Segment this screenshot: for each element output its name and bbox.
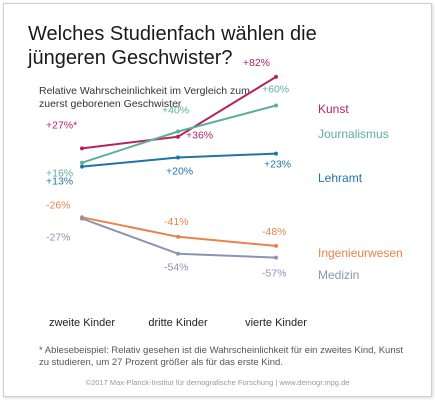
data-point-lehramt-2 [176,155,180,160]
data-point-lehramt-1 [80,164,84,169]
data-label-kunst-1: +27%* [46,119,77,131]
data-point-ingenieurwesen-3 [274,243,278,248]
series-name-medizin: Medizin [318,268,359,282]
data-point-kunst-1 [80,146,84,151]
data-point-journalismus-2 [176,129,180,134]
data-label-journalismus-3: +60% [262,84,289,96]
chart-subtitle: Relative Wahrscheinlichkeit im Vergleich… [39,85,250,110]
data-label-medizin-3: -57% [262,268,287,280]
data-label-medizin-2: -54% [164,262,189,274]
data-point-journalismus-1 [80,160,84,165]
data-label-kunst-2: +36% [186,130,213,142]
chart-title: Welches Studienfach wählen die jüngeren … [28,23,317,69]
x-tick-label-2: dritte Kinder [148,317,208,329]
data-label-journalismus-1: +16% [46,168,73,180]
data-point-kunst-2 [176,134,180,139]
data-point-lehramt-3 [274,151,278,156]
footnote: * Ablesebeispiel: Relativ gesehen ist di… [39,345,404,368]
series-name-kunst: Kunst [318,102,349,116]
data-label-medizin-1: -27% [46,232,71,244]
data-label-ingenieurwesen-2: -41% [164,216,189,228]
copyright: ©2017 Max-Planck-Institut für demografis… [85,378,350,387]
data-label-journalismus-2: +40% [162,105,189,117]
data-point-medizin-3 [274,255,278,260]
chart-frame [3,3,432,397]
data-label-lehramt-3: +23% [264,159,291,171]
data-point-ingenieurwesen-2 [176,234,180,239]
series-name-lehramt: Lehramt [318,171,363,185]
data-label-kunst-3: +82% [243,57,270,69]
data-point-kunst-3 [274,74,278,79]
data-point-medizin-2 [176,251,180,256]
series-name-ingenieurwesen: Ingenieurwesen [318,246,403,260]
x-tick-label-3: vierte Kinder [245,317,307,329]
data-label-lehramt-2: +20% [166,166,193,178]
data-point-medizin-1 [80,216,84,221]
data-label-ingenieurwesen-3: -48% [262,226,287,238]
x-tick-label-1: zweite Kinder [49,317,115,329]
data-label-lehramt-1: +13% [46,176,73,188]
data-label-ingenieurwesen-1: -26% [46,199,71,211]
series-name-journalismus: Journalismus [318,127,389,141]
data-point-journalismus-3 [274,103,278,108]
